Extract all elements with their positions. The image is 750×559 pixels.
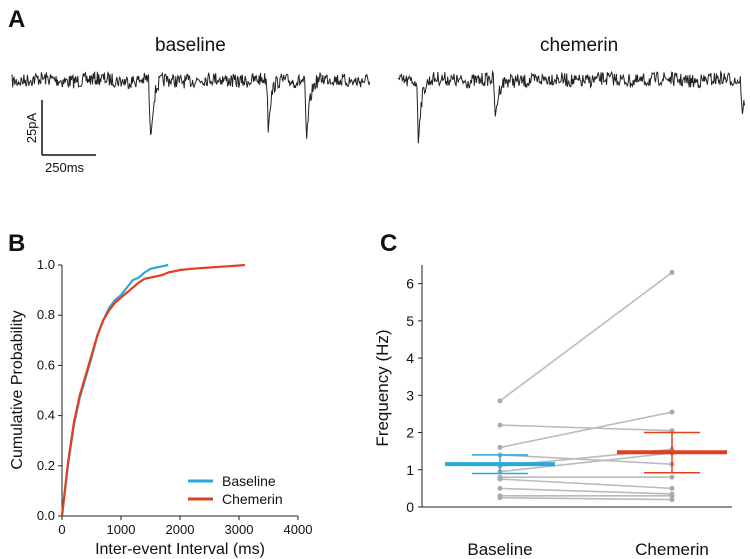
c-y-tick-label: 0 — [406, 499, 414, 515]
c-category-baseline: Baseline — [467, 540, 532, 559]
paired-line — [499, 411, 673, 449]
scale-y-label: 25pA — [24, 112, 39, 143]
c-y-axis-label: Frequency (Hz) — [373, 329, 392, 446]
frequency-chart: 0 1 2 3 4 5 6 Baseline Chemerin Frequency (Hz) — [373, 265, 732, 559]
point-chemerin — [669, 497, 675, 503]
c-y-tick-label: 4 — [406, 350, 414, 366]
paired-line — [499, 424, 673, 432]
b-y-tick-label: 0.2 — [37, 458, 55, 473]
point-chemerin — [669, 485, 675, 491]
point-baseline — [497, 444, 503, 450]
point-baseline — [497, 476, 503, 482]
panel-letter-a: A — [8, 6, 26, 33]
c-y-tick-label: 2 — [406, 425, 414, 441]
b-x-axis-label: Inter-event Interval (ms) — [95, 541, 265, 558]
b-x-tick-label: 3000 — [225, 522, 254, 537]
point-baseline — [497, 485, 503, 491]
c-y-tick-label: 3 — [406, 387, 414, 403]
baseline-trace — [11, 71, 371, 139]
point-chemerin — [669, 493, 675, 499]
b-y-tick-label: 0.8 — [37, 307, 55, 322]
point-baseline — [497, 495, 503, 501]
b-y-tick-label: 0.6 — [37, 357, 55, 372]
point-baseline — [497, 422, 503, 428]
c-y-tick-label: 1 — [406, 462, 414, 478]
b-legend: Baseline Chemerin — [188, 473, 283, 507]
paired-line — [499, 496, 673, 501]
panel-letter-c: C — [380, 230, 398, 257]
b-x-tick-label: 1000 — [107, 522, 136, 537]
panel-letter-b: B — [8, 230, 26, 257]
paired-line — [499, 271, 673, 402]
c-y-tick-label: 5 — [406, 313, 414, 329]
point-chemerin — [669, 474, 675, 480]
series-line-chemerin — [60, 263, 245, 517]
scale-x-label: 250ms — [45, 160, 85, 175]
legend-label-baseline: Baseline — [222, 473, 276, 489]
paired-line — [499, 487, 673, 495]
paired-line — [499, 478, 673, 490]
chemerin-trace — [397, 69, 745, 144]
b-y-tick-label: 1.0 — [37, 257, 55, 272]
b-x-tick-label: 2000 — [166, 522, 195, 537]
point-baseline — [497, 398, 503, 404]
b-x-tick-label: 4000 — [284, 522, 313, 537]
b-y-tick-label: 0.0 — [37, 508, 55, 523]
c-category-chemerin: Chemerin — [635, 540, 709, 559]
paired-line — [499, 452, 673, 473]
trace-panel: 25pA 250ms — [11, 69, 745, 175]
legend-label-chemerin: Chemerin — [222, 491, 283, 507]
paired-line — [499, 454, 673, 465]
c-y-tick-label: 6 — [406, 276, 414, 292]
point-chemerin — [669, 409, 675, 415]
baseline-trace-label: baseline — [155, 35, 226, 56]
b-x-tick-label: 0 — [58, 522, 65, 537]
chemerin-trace-label: chemerin — [540, 35, 619, 56]
b-y-tick-label: 0.4 — [37, 408, 55, 423]
b-y-axis-label: Cumulative Probability — [9, 310, 26, 469]
point-chemerin — [669, 269, 675, 275]
cumulative-chart: 0.0 0.2 0.4 0.6 0.8 1.0 0 1000 2000 3000 4000 Int… — [9, 257, 313, 558]
